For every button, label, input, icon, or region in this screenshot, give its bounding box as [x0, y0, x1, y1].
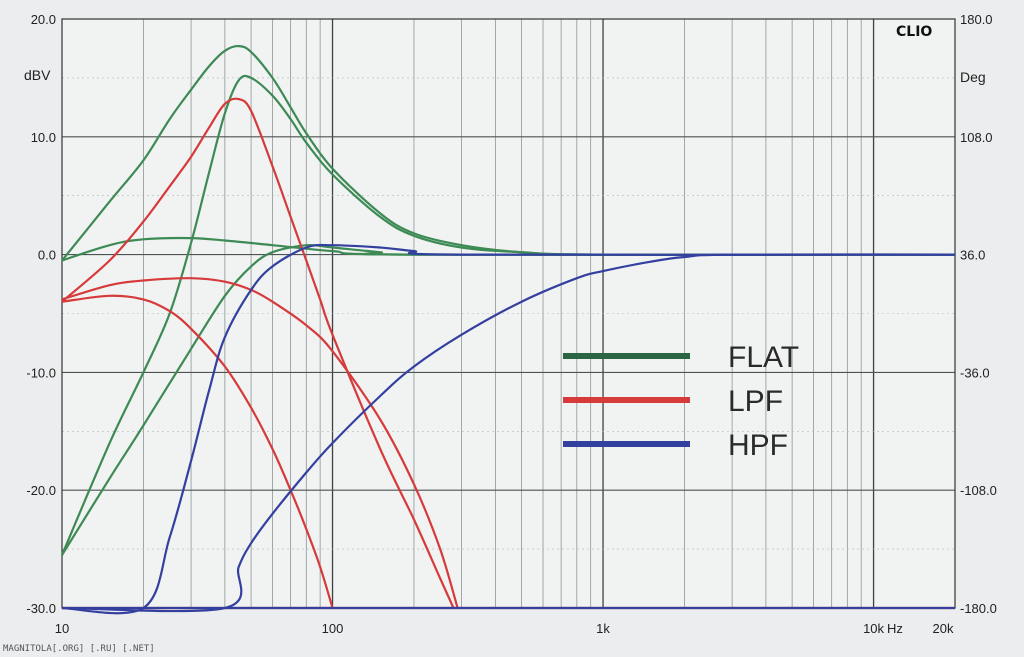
- x-tick-label: 100: [322, 621, 344, 636]
- y-axis-label: dBV: [24, 67, 51, 83]
- legend-label: HPF: [728, 429, 788, 462]
- x-tick-label: 1k: [596, 621, 610, 636]
- series-line-lpf: [61, 294, 334, 609]
- series-line-lpf: [61, 97, 455, 609]
- y2-tick-label: -108.0: [960, 483, 997, 498]
- y-tick-label: 20.0: [31, 12, 56, 27]
- y2-tick-label: -180.0: [960, 601, 997, 616]
- x-tick-label: 20k: [933, 621, 954, 636]
- tick-labels: 20.0 10.0 0.0 -10.0 -20.0 -30.0 180.0 108.0 36.0…: [26, 12, 997, 636]
- y2-tick-label: 108.0: [960, 130, 993, 145]
- y2-tick-label: 36.0: [960, 248, 985, 263]
- series-line-hpf: [61, 253, 956, 613]
- y-tick-label: -20.0: [26, 483, 56, 498]
- credit-text: MAGNITOLA[.ORG] [.RU] [.NET]: [3, 644, 155, 654]
- x-axis-unit: Hz: [887, 621, 903, 636]
- y-tick-label: 0.0: [38, 248, 56, 263]
- legend-label: LPF: [728, 385, 783, 418]
- y-tick-label: -30.0: [26, 601, 56, 616]
- y-tick-label: -10.0: [26, 365, 56, 380]
- y2-tick-label: 180.0: [960, 12, 993, 27]
- series-line-lpf: [61, 277, 459, 609]
- series-line-flat: [60, 74, 956, 556]
- y-tick-label: 10.0: [31, 130, 56, 145]
- logo-background: [893, 21, 941, 40]
- clio-logo: CLIO: [896, 24, 932, 40]
- series-line-hpf: [61, 243, 956, 615]
- legend: FLAT LPF HPF: [563, 341, 799, 462]
- y2-axis-label: Deg: [960, 69, 986, 85]
- legend-label: FLAT: [728, 341, 799, 374]
- x-tick-label: 10k: [863, 621, 884, 636]
- x-tick-label: 10: [55, 621, 69, 636]
- y2-tick-label: -36.0: [960, 365, 990, 380]
- data-series: [60, 44, 956, 615]
